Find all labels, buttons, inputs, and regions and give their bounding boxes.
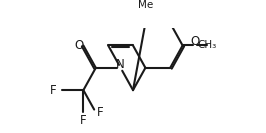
Text: Me: Me	[138, 0, 153, 10]
Text: F: F	[97, 106, 103, 119]
Text: F: F	[50, 84, 56, 97]
Text: O: O	[74, 39, 84, 52]
Text: CH₃: CH₃	[198, 40, 217, 51]
Text: O: O	[190, 35, 200, 48]
Text: N: N	[116, 58, 125, 71]
Text: F: F	[80, 114, 87, 127]
